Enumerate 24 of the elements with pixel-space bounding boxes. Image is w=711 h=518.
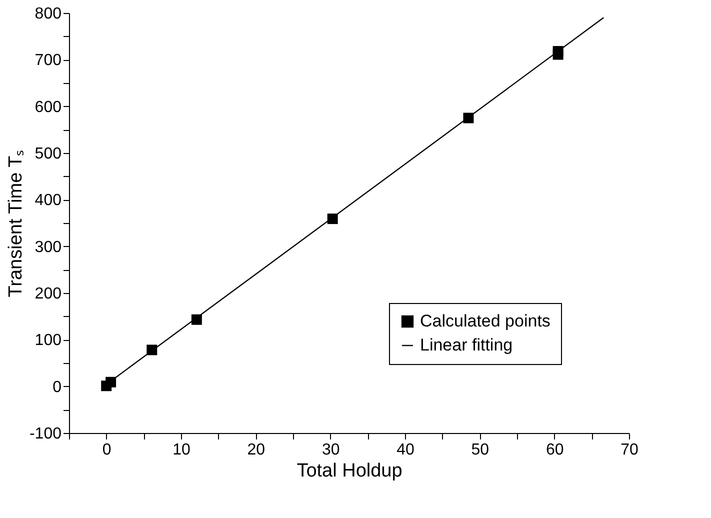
x-tick-label: 0 [102, 442, 112, 458]
point [552, 49, 564, 60]
x-tick-label: 70 [620, 442, 638, 458]
legend-label: Calculated points [420, 312, 550, 330]
x-tick-label: 30 [322, 442, 340, 458]
y-tick-label: 700 [34, 52, 62, 70]
y-tick-label: 400 [34, 192, 62, 210]
y-tick-label: 200 [34, 286, 62, 302]
x-tick-label: 10 [172, 442, 190, 458]
x-tick-label: 60 [546, 442, 564, 458]
y-tick-label: 100 [34, 332, 62, 350]
legend-label: Linear fitting [420, 336, 513, 354]
y-tick-label: 800 [34, 6, 62, 22]
y-tick-label: -100 [29, 426, 62, 442]
x-tick-label: 40 [396, 442, 414, 458]
y-axis-title: Transient Time Tₛ [5, 150, 26, 298]
y-tick-label: 300 [34, 238, 62, 256]
y-tick-label: 500 [34, 146, 62, 162]
point [106, 376, 116, 388]
x-tick-label: 50 [471, 442, 490, 458]
x-tick-label: 20 [247, 442, 266, 458]
y-tick-label: 600 [34, 98, 62, 116]
y-tick-label: 0 [52, 378, 62, 396]
x-axis-title: Total Holdup [296, 460, 402, 482]
